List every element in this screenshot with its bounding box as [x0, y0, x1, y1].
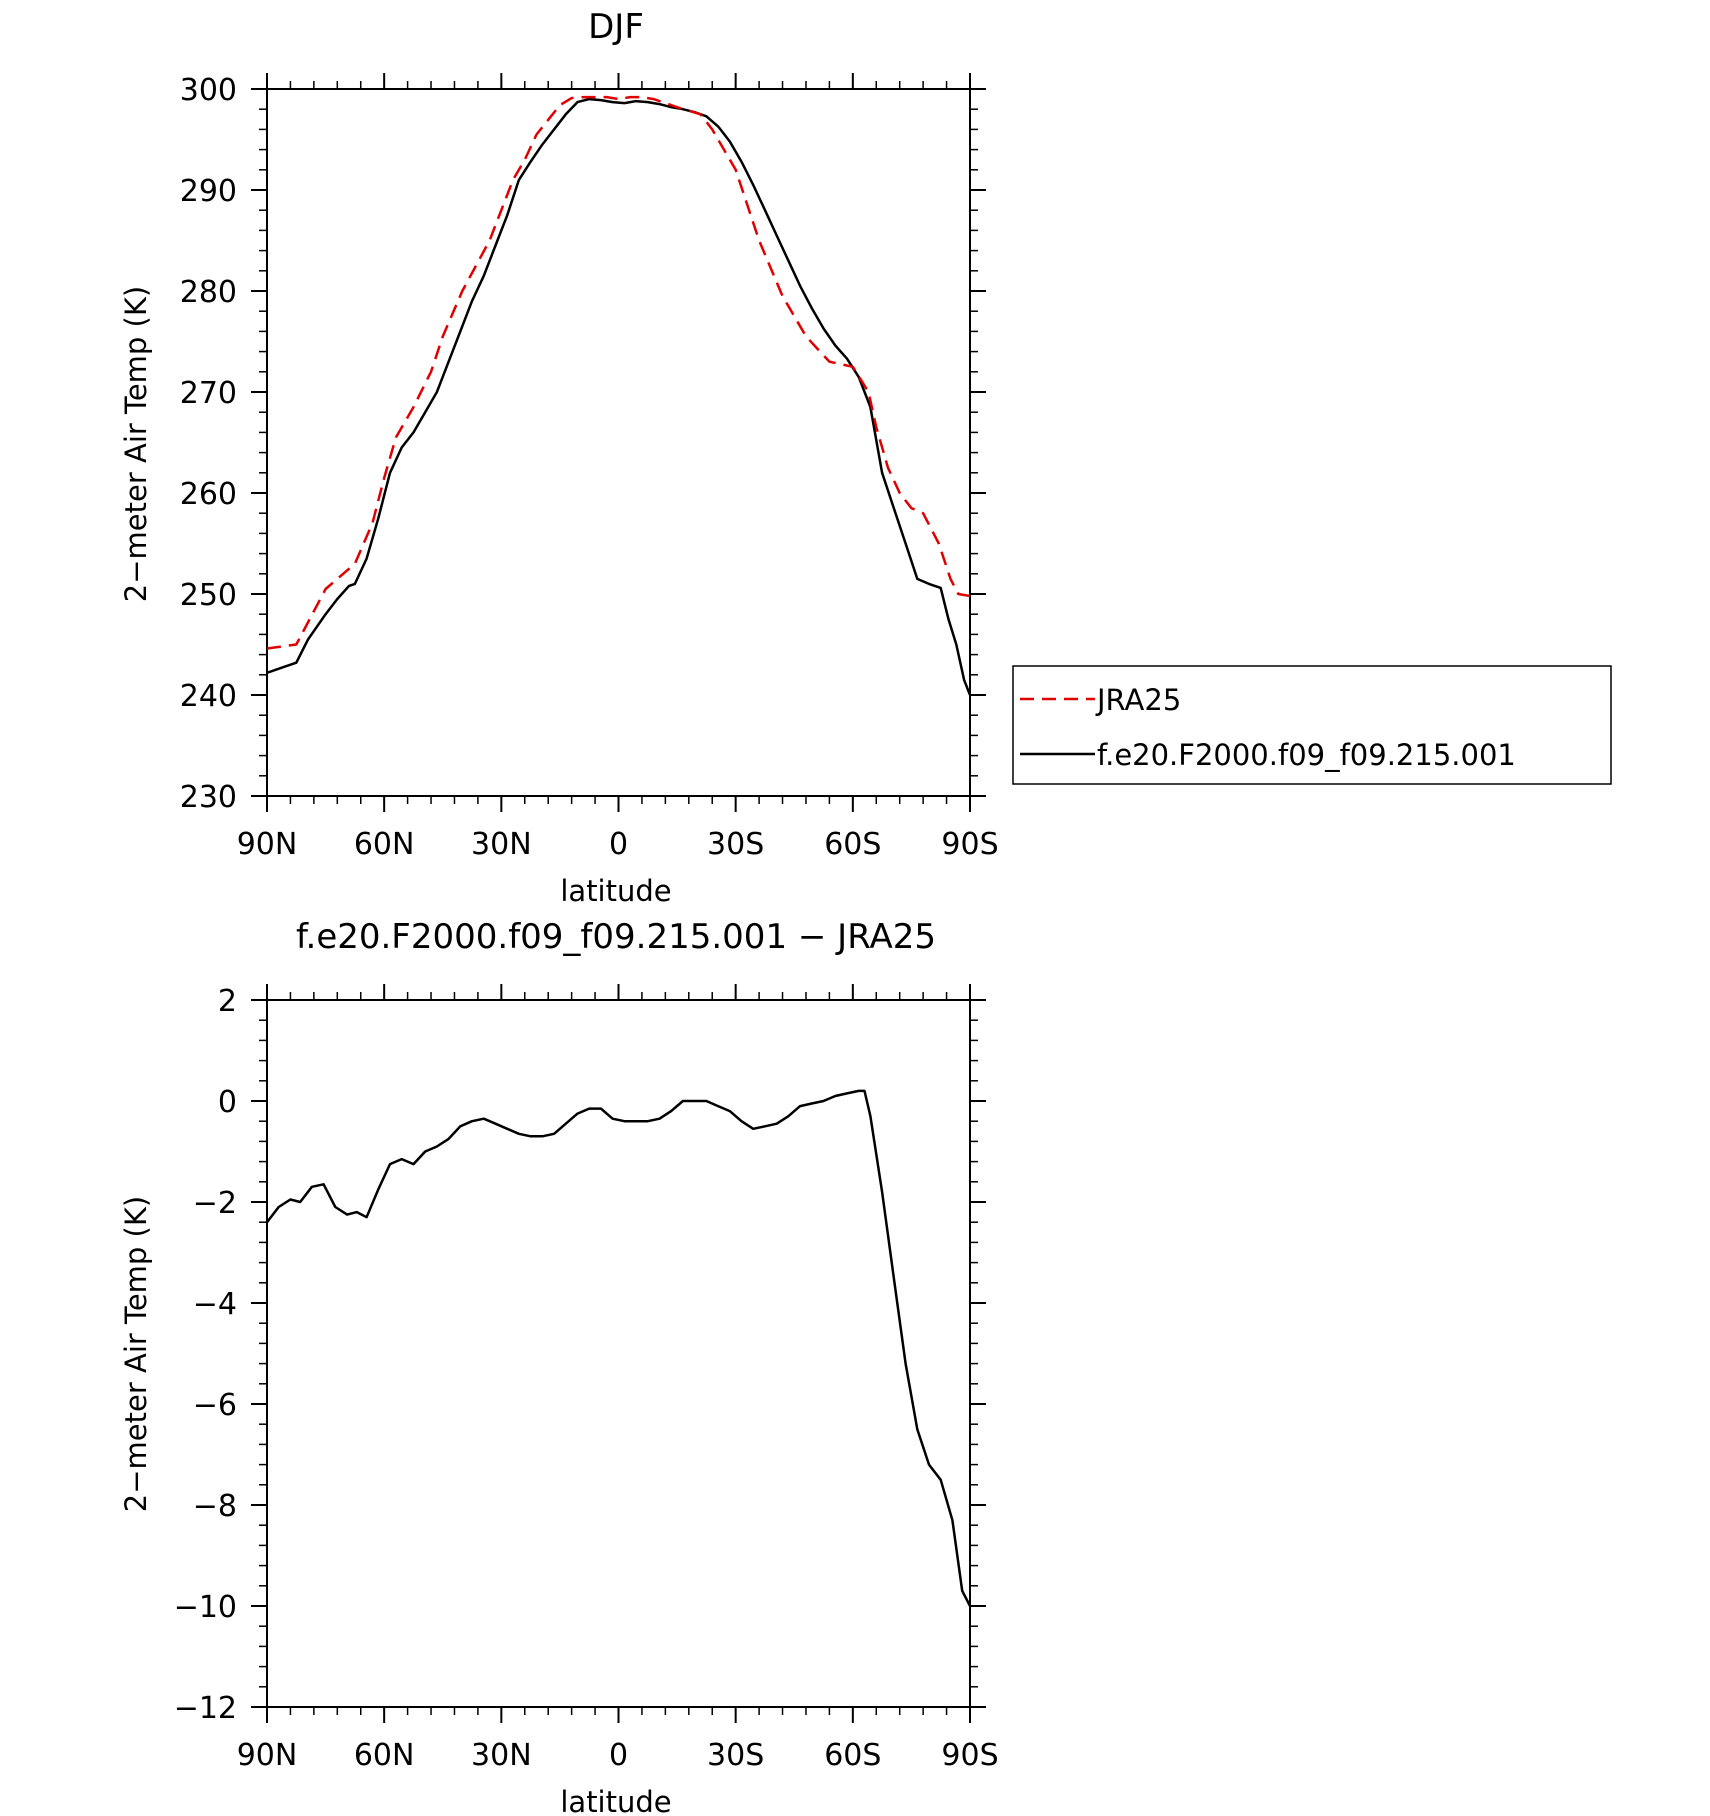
- bottom-x-tick-label: 90N: [237, 1738, 298, 1773]
- bottom-x-tick-label: 60S: [824, 1738, 881, 1773]
- legend-box: [1012, 665, 1612, 785]
- top-y-tick-label: 230: [180, 780, 237, 815]
- top-x-tick-label: 0: [609, 827, 628, 862]
- bottom-y-tick-label: −4: [193, 1287, 237, 1322]
- bottom-x-tick-label: 30S: [707, 1738, 764, 1773]
- top-x-axis-label: latitude: [560, 874, 671, 908]
- panel-bottom: f.e20.F2000.f09_f09.215.001 − JRA25 2 0 −2…: [119, 917, 999, 1816]
- bottom-y-tick-label: −10: [174, 1590, 237, 1625]
- bottom-chart-title: f.e20.F2000.f09_f09.215.001 − JRA25: [296, 917, 936, 957]
- bottom-y-tick-label: −12: [174, 1691, 237, 1726]
- bottom-y-tick-label: 0: [218, 1085, 237, 1120]
- top-series-line-model: [267, 97, 970, 696]
- top-y-axis-label: 2−meter Air Temp (K): [119, 286, 153, 602]
- top-series-line-jra25: [267, 95, 970, 650]
- legend-label-model: f.e20.F2000.f09_f09.215.001: [1097, 738, 1516, 772]
- top-y-tick-label: 260: [180, 477, 237, 512]
- top-y-tick-label: 300: [180, 73, 237, 108]
- top-chart-title: DJF: [588, 7, 644, 47]
- top-x-tick-label: 60S: [824, 827, 881, 862]
- bottom-y-tick-label: 2: [218, 984, 237, 1019]
- bottom-x-tick-label: 30N: [471, 1738, 532, 1773]
- bottom-x-tick-label: 0: [609, 1738, 628, 1773]
- top-x-tick-label: 30N: [471, 827, 532, 862]
- legend-label-jra25: JRA25: [1095, 683, 1181, 717]
- bottom-x-axis-label: latitude: [560, 1785, 671, 1816]
- bottom-x-tick-label: 60N: [354, 1738, 415, 1773]
- bottom-y-tick-label: −2: [193, 1186, 237, 1221]
- top-x-tick-label: 90S: [941, 827, 998, 862]
- bottom-y-tick-label: −6: [193, 1388, 237, 1423]
- top-y-tick-label: 240: [180, 679, 237, 714]
- top-y-tick-label: 270: [180, 376, 237, 411]
- bottom-y-tick-label: −8: [193, 1489, 237, 1524]
- top-x-tick-label: 60N: [354, 827, 415, 862]
- bottom-x-tick-label: 90S: [941, 1738, 998, 1773]
- top-y-tick-label: 280: [180, 275, 237, 310]
- top-y-tick-label: 250: [180, 578, 237, 613]
- bottom-y-axis-label: 2−meter Air Temp (K): [119, 1196, 153, 1512]
- top-x-tick-label: 90N: [237, 827, 298, 862]
- top-x-tick-label: 30S: [707, 827, 764, 862]
- legend: JRA25 f.e20.F2000.f09_f09.215.001: [1012, 665, 1612, 785]
- top-y-tick-label: 290: [180, 174, 237, 209]
- bottom-series-line-difference: [267, 1089, 970, 1607]
